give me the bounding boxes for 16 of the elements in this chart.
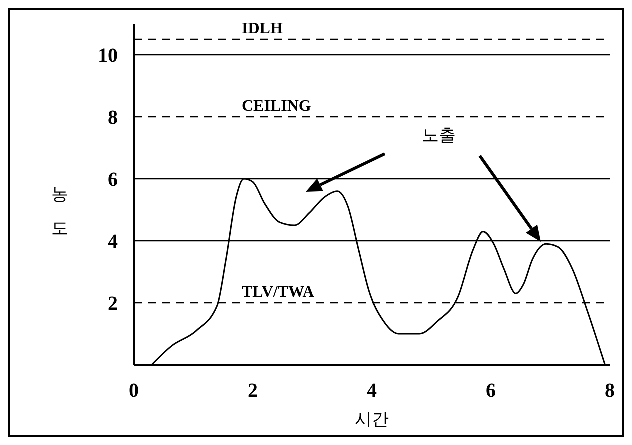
annotation: 노출	[418, 124, 460, 147]
x-tick-label: 6	[486, 380, 496, 402]
x-tick-label: 4	[367, 380, 377, 402]
y-tick-label: 10	[98, 45, 118, 68]
ref-line-label: CEILING	[242, 98, 312, 115]
ref-line-label: IDLH	[242, 20, 284, 38]
y-tick-label: 8	[108, 107, 118, 130]
x-tick-label: 0	[129, 380, 139, 402]
x-tick-label: 2	[248, 380, 258, 402]
ref-line-label: TLV/TWA	[242, 284, 315, 301]
x-axis-title: 시간	[355, 410, 389, 430]
y-tick-label: 4	[108, 231, 118, 254]
y-tick-label: 6	[108, 169, 118, 192]
x-tick-label: 8	[605, 380, 615, 402]
y-axis-title: 농도	[50, 184, 70, 241]
y-tick-label: 2	[108, 293, 118, 316]
